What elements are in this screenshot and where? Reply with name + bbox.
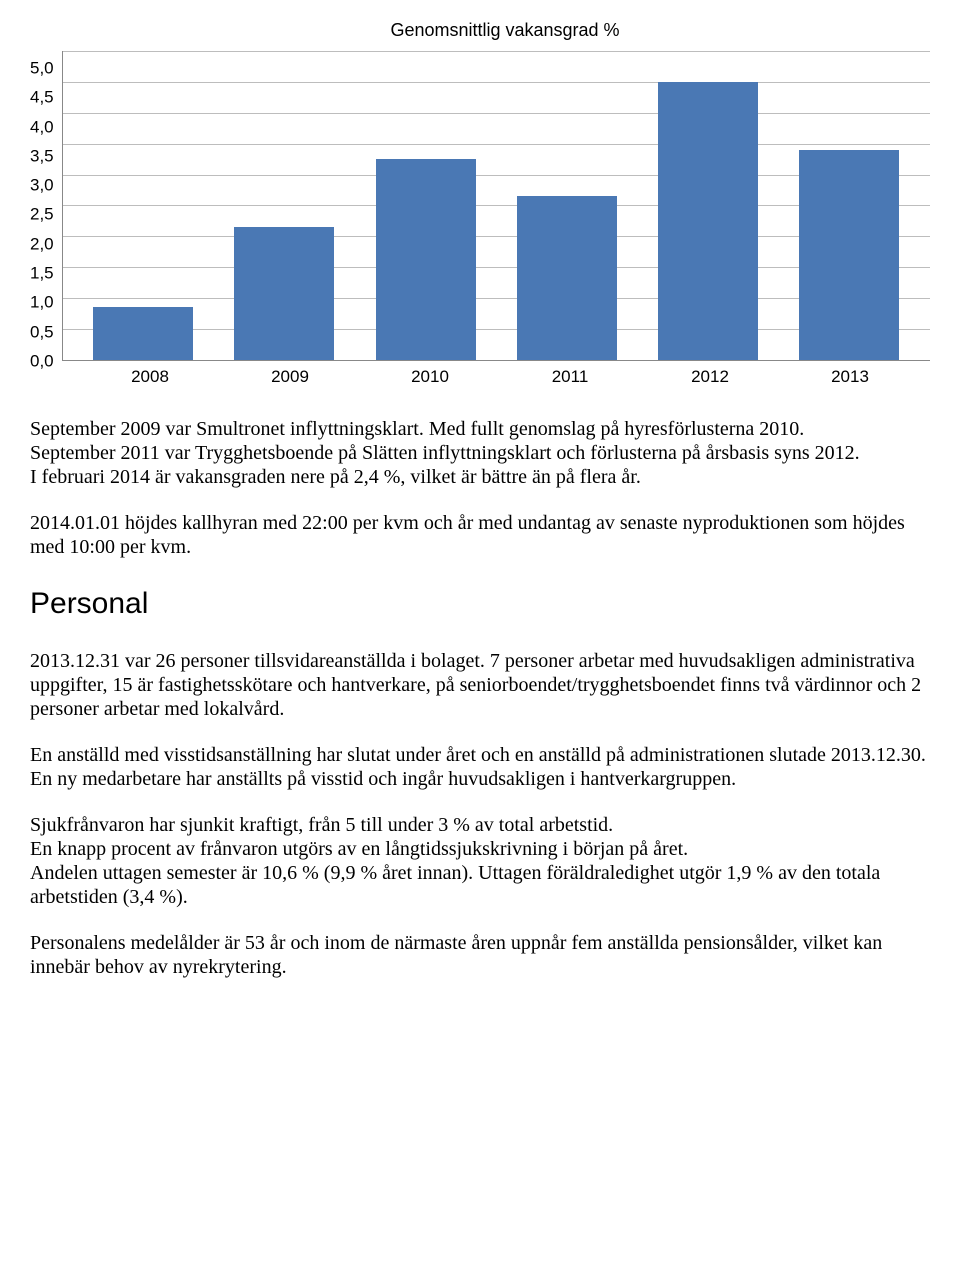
chart-x-axis: 200820092010201120122013 [70, 361, 930, 387]
chart-bar [93, 307, 193, 360]
chart-y-tick: 0,5 [30, 323, 54, 340]
chart-x-tick: 2011 [500, 367, 640, 387]
chart-y-tick: 3,5 [30, 147, 54, 164]
chart-x-tick: 2012 [640, 367, 780, 387]
chart-x-tick: 2008 [80, 367, 220, 387]
chart-x-tick: 2009 [220, 367, 360, 387]
chart-y-tick: 4,0 [30, 118, 54, 135]
chart-body: 5,04,54,03,53,02,52,01,51,00,50,0 [30, 51, 930, 361]
chart-x-tick: 2013 [780, 367, 920, 387]
chart-y-tick: 5,0 [30, 60, 54, 77]
chart-bar [376, 159, 476, 360]
chart-bar [799, 150, 899, 360]
paragraph: En knapp procent av frånvaron utgörs av … [30, 837, 930, 861]
paragraph: En ny medarbetare har anställts på visst… [30, 767, 930, 791]
paragraph: 2014.01.01 höjdes kallhyran med 22:00 pe… [30, 511, 930, 559]
paragraph: I februari 2014 är vakansgraden nere på … [30, 465, 930, 489]
paragraph: 2013.12.31 var 26 personer tillsvidarean… [30, 649, 930, 721]
section-heading-personal: Personal [30, 587, 930, 621]
vacancy-chart: Genomsnittlig vakansgrad % 5,0 4,5 4,0 3,5 3… [30, 20, 930, 387]
paragraph: En anställd med visstidsanställning har … [30, 743, 930, 767]
chart-y-axis: 5,04,54,03,53,02,52,01,51,00,50,0 [30, 51, 62, 361]
chart-plot-area [62, 51, 930, 361]
paragraph: Andelen uttagen semester är 10,6 % (9,9 … [30, 861, 930, 909]
chart-bar [658, 82, 758, 360]
chart-bars [63, 51, 930, 360]
paragraph: September 2009 var Smultronet inflyttnin… [30, 417, 930, 441]
chart-y-tick: 1,0 [30, 294, 54, 311]
paragraph: Sjukfrånvaron har sjunkit kraftigt, från… [30, 813, 930, 837]
chart-x-tick: 2010 [360, 367, 500, 387]
chart-bar [517, 196, 617, 360]
chart-y-tick: 4,5 [30, 89, 54, 106]
chart-y-tick: 2,0 [30, 235, 54, 252]
paragraph: September 2011 var Trygghetsboende på Sl… [30, 441, 930, 465]
chart-title: Genomsnittlig vakansgrad % [80, 20, 930, 41]
chart-y-tick: 2,5 [30, 206, 54, 223]
chart-y-tick: 0,0 [30, 352, 54, 369]
paragraph: Personalens medelålder är 53 år och inom… [30, 931, 930, 979]
chart-bar [234, 227, 334, 360]
chart-y-tick: 3,0 [30, 177, 54, 194]
chart-y-tick: 1,5 [30, 265, 54, 282]
